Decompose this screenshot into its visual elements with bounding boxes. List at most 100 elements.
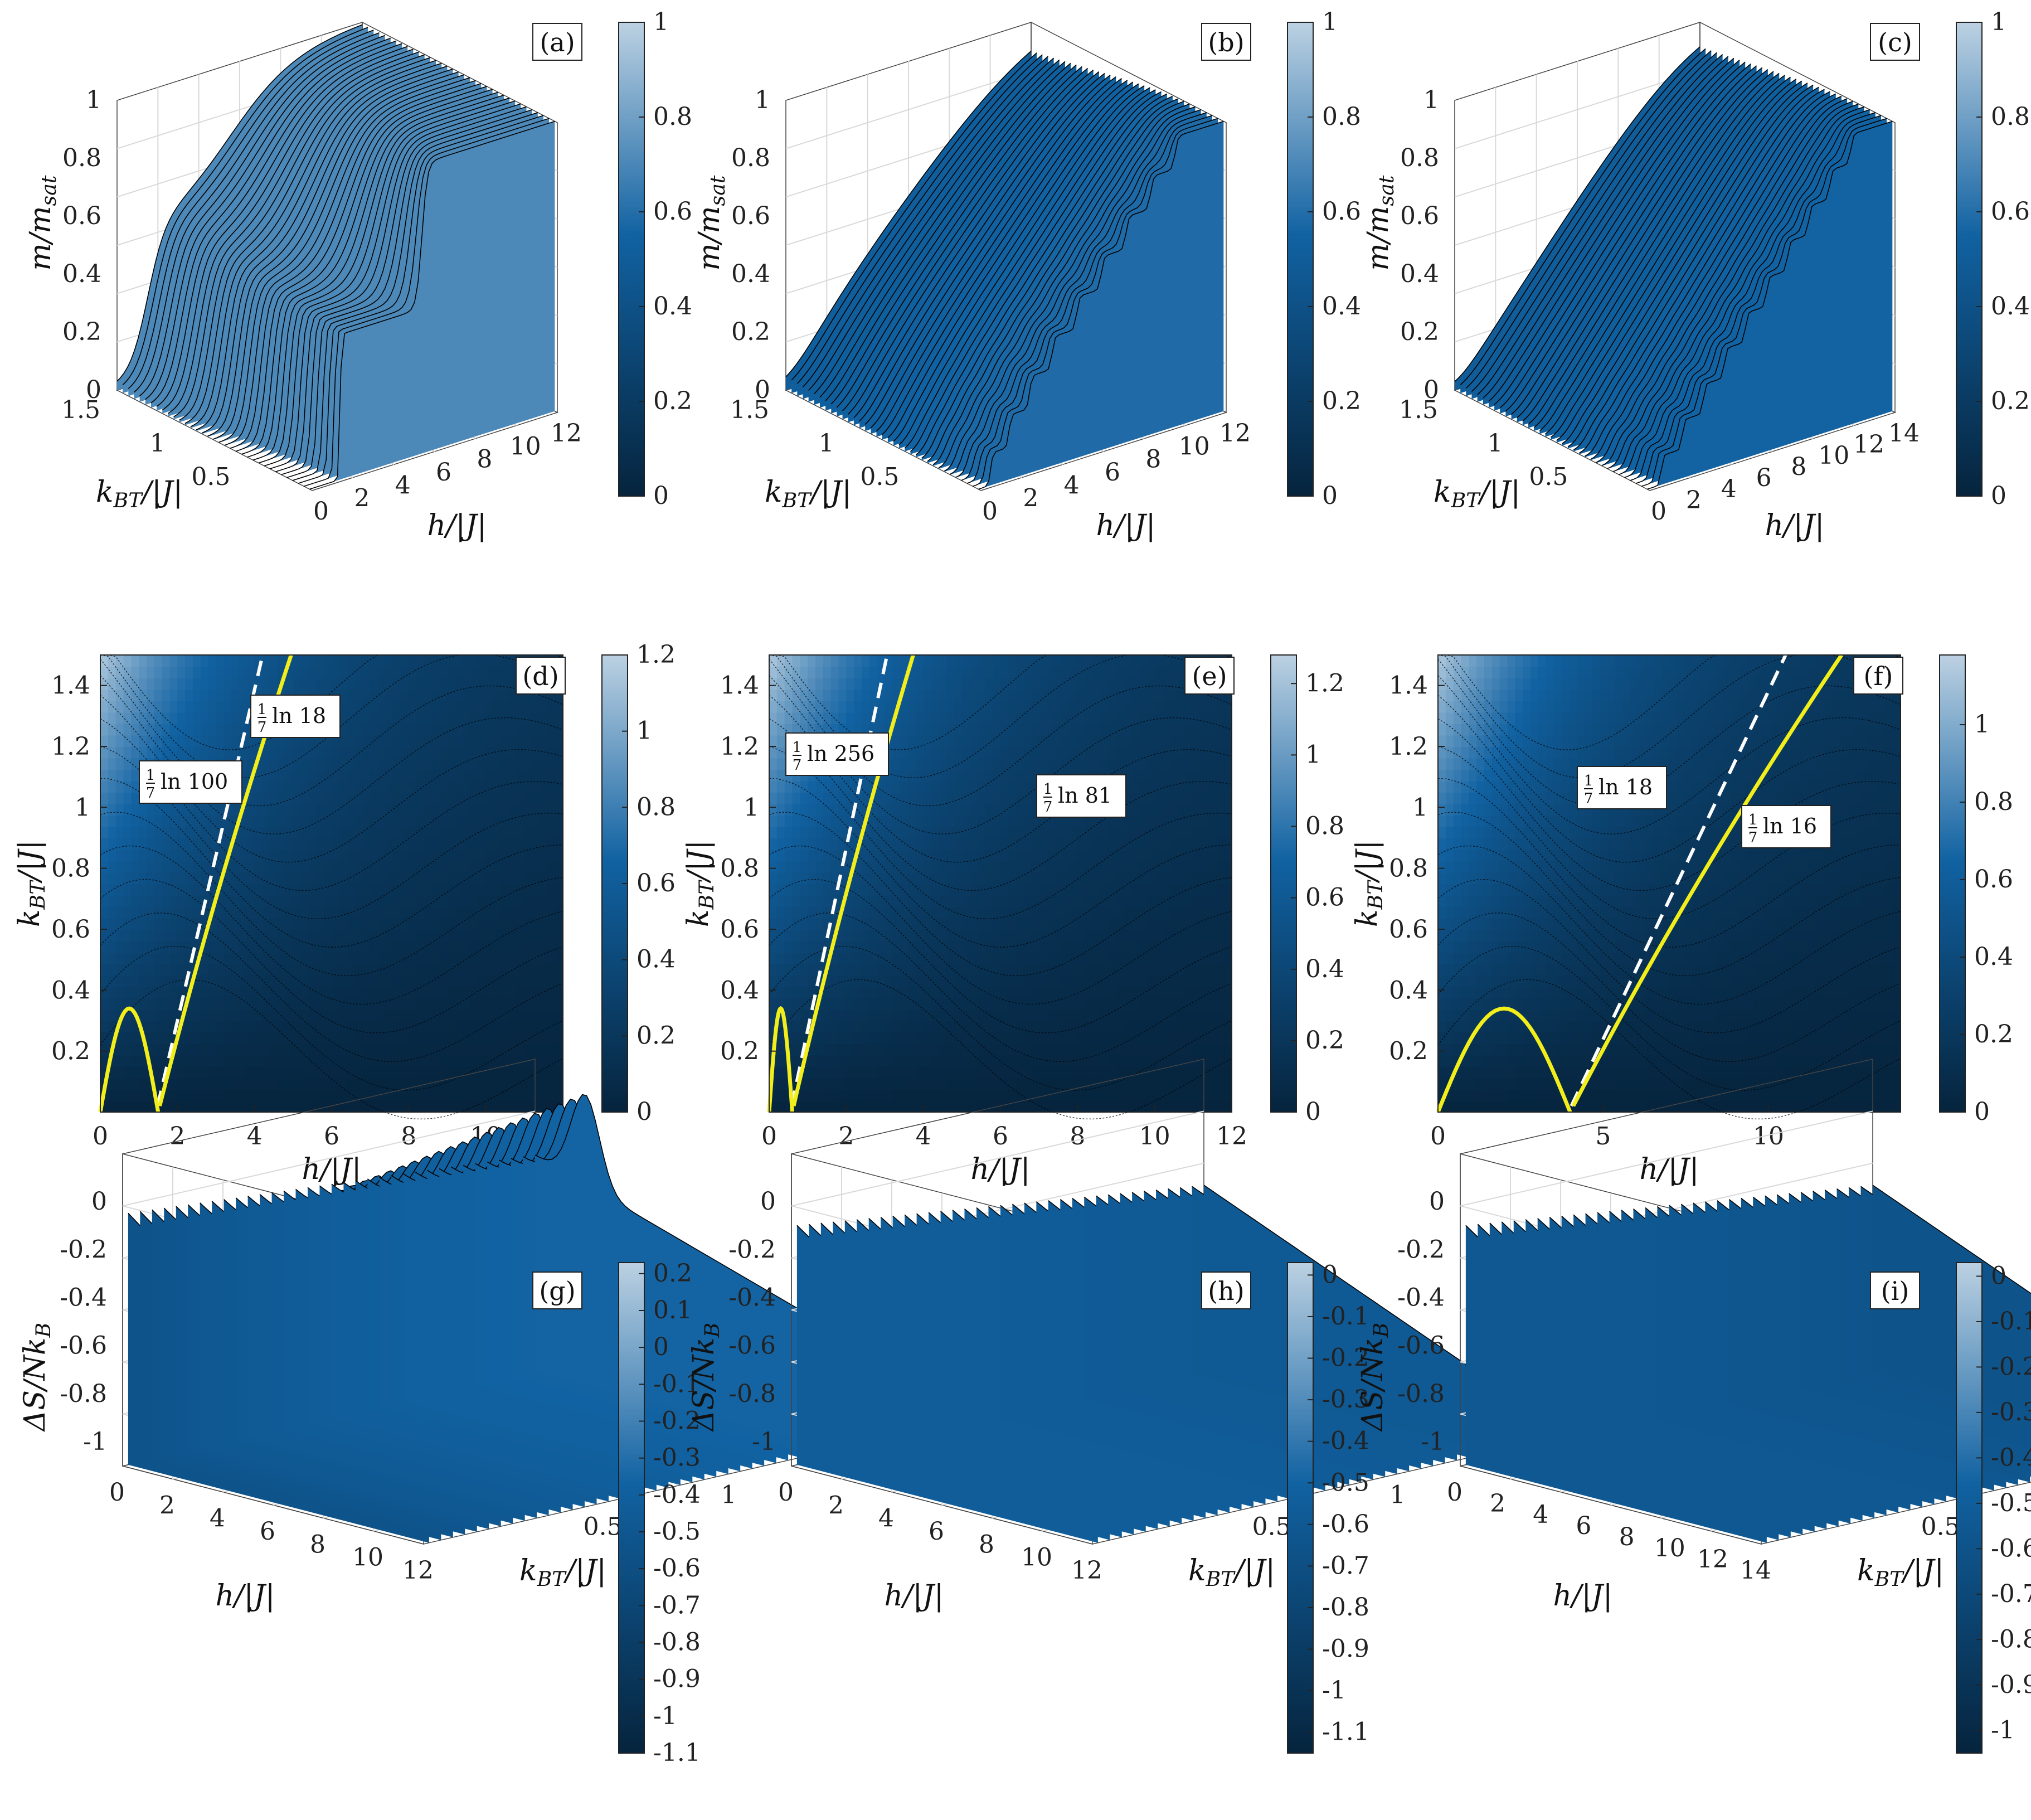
surface-contour-line bbox=[1585, 91, 1830, 457]
heatmap-cell bbox=[332, 918, 340, 930]
surface-contour-line bbox=[116, 24, 363, 382]
heatmap-cell bbox=[1085, 849, 1094, 861]
heatmap-cell bbox=[378, 872, 386, 884]
heatmap-cell bbox=[424, 746, 433, 759]
heatmap-cell bbox=[324, 780, 332, 793]
heatmap-cell bbox=[139, 975, 147, 987]
heatmap-cell bbox=[308, 872, 317, 884]
heatmap-cell bbox=[769, 929, 778, 941]
heatmap-cell bbox=[908, 769, 916, 782]
heatmap-cell bbox=[961, 780, 970, 793]
heatmap-cell bbox=[1124, 1044, 1133, 1056]
heatmap-cell bbox=[1016, 780, 1024, 793]
heatmap-cell bbox=[1008, 701, 1017, 713]
heatmap-cell bbox=[1170, 952, 1179, 964]
heatmap-cell bbox=[123, 918, 132, 930]
heatmap-cell bbox=[115, 1089, 124, 1101]
heatmap-cell bbox=[416, 861, 425, 873]
heatmap-cell bbox=[216, 1021, 225, 1033]
heatmap-cell bbox=[1008, 780, 1017, 793]
heatmap-cell bbox=[946, 815, 955, 827]
heatmap-cell bbox=[776, 1089, 785, 1101]
panel-label-box bbox=[516, 657, 566, 695]
heatmap-cell bbox=[1100, 1055, 1109, 1067]
heatmap-cell bbox=[862, 712, 870, 724]
heatmap-cell bbox=[555, 963, 563, 975]
heatmap-cell bbox=[1008, 975, 1017, 987]
heatmap-cell bbox=[961, 746, 970, 759]
heatmap-cell bbox=[115, 998, 124, 1010]
heatmap-cell bbox=[977, 758, 986, 770]
heatmap-cell bbox=[985, 701, 994, 713]
heatmap-cell bbox=[555, 758, 563, 770]
heatmap-cell bbox=[193, 815, 201, 827]
heatmap-cell bbox=[378, 1009, 386, 1021]
heatmap-cell bbox=[393, 963, 402, 975]
heatmap-cell bbox=[485, 1021, 494, 1033]
heatmap-cell bbox=[339, 1044, 348, 1056]
heatmap-cell bbox=[1146, 735, 1155, 747]
heatmap-cell bbox=[123, 655, 132, 667]
heatmap-cell bbox=[100, 884, 109, 896]
y-tick-label: 0.2 bbox=[51, 1037, 90, 1066]
heatmap-cell bbox=[1131, 769, 1140, 782]
heatmap-cell bbox=[463, 803, 471, 816]
heatmap-cell bbox=[877, 1078, 886, 1090]
heatmap-cell bbox=[147, 655, 155, 667]
heatmap-cell bbox=[969, 735, 978, 747]
heatmap-cell bbox=[147, 940, 155, 953]
heatmap-cell bbox=[478, 769, 487, 782]
heatmap-cell bbox=[946, 918, 955, 930]
heatmap-cell bbox=[478, 724, 487, 736]
heatmap-cell bbox=[262, 1066, 271, 1079]
heatmap-cell bbox=[123, 746, 132, 759]
heatmap-cell bbox=[555, 701, 563, 713]
heatmap-cell bbox=[532, 1089, 541, 1101]
heatmap-cell bbox=[1093, 1021, 1101, 1033]
heatmap-cell bbox=[1131, 655, 1140, 667]
heatmap-cell bbox=[1000, 815, 1009, 827]
heatmap-cell bbox=[517, 872, 525, 884]
heatmap-cell bbox=[324, 918, 332, 930]
heatmap-cell bbox=[900, 1089, 908, 1101]
heatmap-cell bbox=[509, 1100, 517, 1113]
heatmap-cell bbox=[177, 724, 186, 736]
heatmap-cell bbox=[1000, 655, 1009, 667]
heatmap-cell bbox=[1170, 906, 1179, 919]
heatmap-cell bbox=[908, 1078, 916, 1090]
heatmap-cell bbox=[931, 735, 940, 747]
heatmap-cell bbox=[439, 689, 448, 701]
heatmap-cell bbox=[892, 1021, 901, 1033]
heatmap-cell bbox=[1139, 1078, 1148, 1090]
heatmap-cell bbox=[1131, 712, 1140, 724]
heatmap-cell bbox=[776, 998, 785, 1010]
heatmap-cell bbox=[961, 1009, 970, 1021]
heatmap-cell bbox=[324, 1021, 332, 1033]
heatmap-cell bbox=[308, 666, 317, 678]
heatmap-cell bbox=[300, 1055, 309, 1067]
heatmap-cell bbox=[115, 689, 124, 701]
heatmap-cell bbox=[424, 735, 433, 747]
heatmap-cell bbox=[470, 940, 479, 953]
heatmap-cell bbox=[1146, 1066, 1155, 1079]
heatmap-cell bbox=[470, 780, 479, 793]
heatmap-cell bbox=[339, 735, 348, 747]
heatmap-cell bbox=[555, 861, 563, 873]
heatmap-cell bbox=[254, 963, 263, 975]
heatmap-cell bbox=[370, 815, 378, 827]
heatmap-cell bbox=[1070, 986, 1078, 998]
heatmap-cell bbox=[784, 872, 793, 884]
heatmap-cell bbox=[108, 918, 116, 930]
heatmap-cell bbox=[324, 872, 332, 884]
heatmap-cell bbox=[854, 1089, 862, 1101]
heatmap-cell bbox=[431, 849, 440, 861]
heatmap-cell bbox=[246, 849, 255, 861]
heatmap-cell bbox=[131, 758, 140, 770]
heatmap-cell bbox=[162, 884, 171, 896]
heatmap-cell bbox=[154, 655, 163, 667]
heatmap-cell bbox=[169, 906, 178, 919]
heatmap-cell bbox=[1100, 895, 1109, 907]
heatmap-cell bbox=[1023, 666, 1032, 678]
heatmap-cell bbox=[501, 918, 510, 930]
heatmap-cell bbox=[969, 701, 978, 713]
